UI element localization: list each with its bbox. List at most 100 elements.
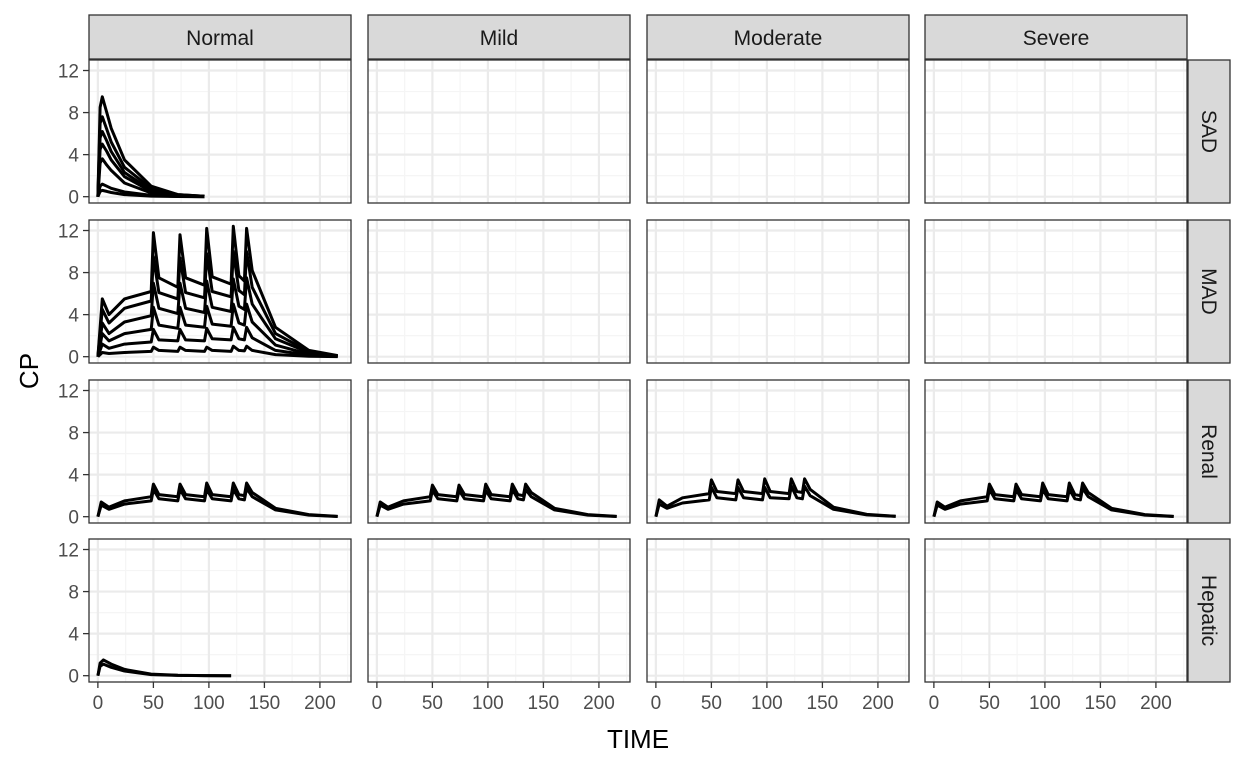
panel-renal-severe	[924, 379, 1188, 524]
panel-border	[646, 379, 910, 524]
panel-grid	[368, 539, 630, 682]
panel-grid	[647, 220, 909, 363]
panel-grid	[925, 60, 1187, 203]
y-tick-label: 8	[68, 104, 79, 125]
x-tick-label: 200	[583, 693, 615, 714]
x-tick-label: 100	[472, 693, 504, 714]
x-tick-label: 50	[143, 693, 164, 714]
panel-mad-normal	[88, 219, 352, 364]
strip-sad: SAD	[1187, 59, 1231, 204]
y-tick-label: 4	[68, 146, 79, 167]
series-line	[96, 250, 338, 358]
series-line	[96, 302, 338, 358]
panel-sad-moderate	[646, 59, 910, 204]
panel-grid	[368, 60, 630, 203]
panel-border	[924, 59, 1188, 204]
y-tick-label: 0	[68, 348, 79, 369]
panel-grid	[647, 380, 909, 523]
row-strips: SAD MAD Renal Hepatic	[1187, 59, 1231, 683]
x-tick-label: 150	[528, 693, 560, 714]
strip-background	[1187, 379, 1231, 524]
series-line	[96, 325, 338, 358]
x-tick-label: 150	[807, 693, 839, 714]
panel-mad-severe	[924, 219, 1188, 364]
panel-background	[925, 60, 1187, 203]
panel-background	[647, 220, 909, 363]
panel-border	[88, 538, 352, 683]
y-tick-label: 12	[58, 382, 79, 403]
series-line	[96, 276, 338, 358]
y-tick-label: 0	[68, 508, 79, 529]
series-line	[375, 487, 617, 518]
x-tick-label: 50	[701, 693, 722, 714]
y-tick-label: 0	[68, 667, 79, 688]
strip-background	[1187, 59, 1231, 204]
series-line	[932, 486, 1174, 518]
panel-grid	[89, 60, 351, 203]
strip-renal: Renal	[1187, 379, 1231, 524]
y-tick-label: 4	[68, 466, 79, 487]
x-tick-label: 100	[751, 693, 783, 714]
panel-grid	[368, 380, 630, 523]
y-tick-label: 12	[58, 62, 79, 83]
panel-sad-mild	[367, 59, 631, 204]
series-line	[96, 486, 338, 518]
column-strips: Normal Mild Moderate Severe	[88, 14, 1188, 60]
panel-border	[367, 59, 631, 204]
panel-sad-normal	[88, 59, 352, 204]
panel-renal-moderate	[646, 379, 910, 524]
panel-renal-normal	[88, 379, 352, 524]
series-line	[96, 188, 205, 199]
panel-border	[88, 219, 352, 364]
y-tick-label: 8	[68, 424, 79, 445]
panel-border	[924, 379, 1188, 524]
panel-background	[89, 60, 351, 203]
x-tick-label: 0	[929, 693, 940, 714]
panel-border	[646, 59, 910, 204]
x-tick-label: 150	[1085, 693, 1117, 714]
strip-hepatic: Hepatic	[1187, 538, 1231, 683]
column-strip-label: Severe	[1023, 27, 1090, 50]
panel-border	[646, 219, 910, 364]
panel-mad-moderate	[646, 219, 910, 364]
panel-renal-mild	[367, 379, 631, 524]
panel-grid	[647, 60, 909, 203]
panel-border	[88, 379, 352, 524]
panel-background	[368, 220, 630, 363]
row-strip-label: Renal	[1197, 424, 1220, 479]
strip-background	[1187, 538, 1231, 683]
panel-grid	[89, 539, 351, 682]
panel-border	[924, 538, 1188, 683]
panel-hepatic-moderate	[646, 538, 910, 683]
series-line	[96, 344, 338, 359]
strip-background	[367, 14, 631, 60]
panel-grid	[925, 220, 1187, 363]
y-tick-label: 12	[58, 541, 79, 562]
panel-border	[646, 538, 910, 683]
y-tick-label: 4	[68, 625, 79, 646]
strip-background	[924, 14, 1188, 60]
y-tick-label: 0	[68, 188, 79, 209]
panel-hepatic-mild	[367, 538, 631, 683]
strip-moderate: Moderate	[646, 14, 910, 60]
panel-background	[368, 539, 630, 682]
x-tick-label: 0	[372, 693, 383, 714]
column-strip-label: Mild	[480, 27, 519, 50]
x-tick-label: 150	[249, 693, 281, 714]
x-tick-label: 0	[93, 693, 104, 714]
panel-sad-severe	[924, 59, 1188, 204]
panel-background	[368, 60, 630, 203]
panel-mad-mild	[367, 219, 631, 364]
panel-grid	[925, 539, 1187, 682]
y-tick-label: 12	[58, 222, 79, 243]
series-line	[654, 477, 896, 518]
row-strip-label: MAD	[1197, 268, 1220, 315]
x-tick-label: 200	[862, 693, 894, 714]
series-line	[96, 662, 232, 678]
x-tick-label: 50	[979, 693, 1000, 714]
column-strip-label: Normal	[186, 27, 254, 50]
x-axis-title: TIME	[607, 724, 669, 754]
strip-background	[1187, 219, 1231, 364]
panel-hepatic-normal	[88, 538, 352, 683]
